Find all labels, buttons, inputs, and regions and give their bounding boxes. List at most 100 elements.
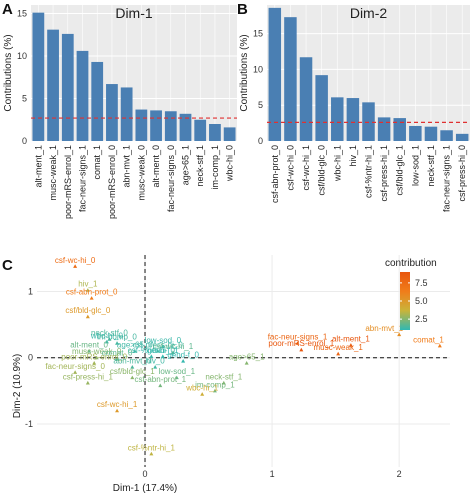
point-marker-csf/bld-glc_0 xyxy=(85,314,90,319)
x-tick-label-C: 0 xyxy=(143,469,148,479)
point-marker-csf-press-hi_0 xyxy=(155,349,160,353)
category-label-im-comp_1: im-comp_1 xyxy=(210,145,220,190)
category-label-hiv_1: hiv_1 xyxy=(348,145,358,167)
point-marker-im-comp_1 xyxy=(212,388,217,393)
bar-csf-wc-hi_0 xyxy=(284,17,297,142)
point-label-wbc-hi_1: wbc-hi_1 xyxy=(185,384,219,393)
point-label-musc-weak_0: musc-weak_0 xyxy=(72,347,122,356)
point-label-alt-ment_1: alt-ment_1 xyxy=(332,335,370,344)
point-marker-musc-weak_0 xyxy=(94,355,99,360)
category-label-alt-ment_0: alt-ment_0 xyxy=(151,145,161,188)
point-marker-alt-ment_0 xyxy=(87,349,92,353)
legend-title: contribution xyxy=(385,258,437,269)
point-marker-age>65_1 xyxy=(244,360,249,365)
bar-fac-neur-signs_1 xyxy=(440,130,453,141)
category-label-csf/bld-glc_1: csf/bld-glc_1 xyxy=(395,145,405,196)
point-label-neck-stf_1: neck-stf_1 xyxy=(205,372,242,381)
point-label-comat_0: comat_0 xyxy=(102,349,133,358)
point-label-gend-f_0: gend-f_0 xyxy=(167,351,199,360)
category-label-neck-stf_1: neck-stf_1 xyxy=(195,145,205,187)
point-label-csf-press-hi_0: csf-press-hi_0 xyxy=(133,341,184,350)
point-label-age>65_1: age>65_1 xyxy=(229,352,265,361)
point-marker-fac-neur-signs_1 xyxy=(295,341,300,345)
bar-neck-stf_1 xyxy=(424,126,438,141)
point-marker-csf/bld-glc_1 xyxy=(130,375,135,380)
category-label-csf-abn-prot_0: csf-abn-prot_0 xyxy=(270,145,280,203)
y-tick-label-A: 15 xyxy=(17,9,27,19)
point-label-wbc-hi_0: wbc-hi_0 xyxy=(90,331,124,340)
bar-fac-neur-signs_1 xyxy=(76,50,89,141)
point-marker-hiv_0 xyxy=(153,364,158,369)
point-label-csf-abn-prot_1: csf-abn-prot_1 xyxy=(134,375,186,384)
point-marker-poor-mRS-enrol_0 xyxy=(92,360,97,365)
point-marker-comat_0 xyxy=(115,357,120,361)
point-marker-csf-wc-hi_1 xyxy=(170,350,175,354)
point-label-csf-wc-hi_1: csf-wc-hi_1 xyxy=(97,400,138,409)
point-marker-csf-%ntr-hi_1 xyxy=(149,451,154,456)
point-marker-csf-%ntr-hi_0 xyxy=(149,354,154,358)
bar-im-comp_1 xyxy=(209,124,221,141)
category-label-csf-%ntr-hi_1: csf-%ntr-hi_1 xyxy=(364,145,374,198)
point-marker-im-comp_0 xyxy=(115,341,120,345)
category-label-fac-neur-signs_1: fac-neur-signs_1 xyxy=(78,145,88,212)
y-tick-label-A: 10 xyxy=(17,51,27,61)
bar-poor-mRS-enrol_1 xyxy=(61,33,74,141)
point-label-poor-mRS-enrol_0: poor-mRS-enrol_0 xyxy=(61,352,127,361)
bar-csf-%ntr-hi_1 xyxy=(362,102,375,141)
y-tick-label-A: 0 xyxy=(22,136,27,146)
bar-csf-abn-prot_0 xyxy=(268,7,282,141)
point-label-neck-stf_0: neck-stf_0 xyxy=(91,329,128,338)
y-tick-label-C: -1 xyxy=(25,419,33,429)
bar-poor-mRS-enrol_0 xyxy=(106,84,118,141)
panel-letter-B: B xyxy=(237,1,248,18)
point-marker-csf-press-hi_1 xyxy=(85,380,90,385)
category-label-age>65_1: age>65_1 xyxy=(181,145,191,185)
point-label-csf/bld-glc_1: csf/bld-glc_1 xyxy=(110,367,155,376)
point-marker-neck-stf_0 xyxy=(107,337,112,341)
point-marker-poor-mRS-enrol_1 xyxy=(299,347,304,352)
category-label-poor-mRS-enrol_0: poor-mRS-enrol_0 xyxy=(107,145,117,219)
point-marker-csf-abn-prot_0 xyxy=(89,296,94,300)
y-tick-label-B: 5 xyxy=(258,100,263,110)
legend-colorbar xyxy=(400,272,410,330)
panel-title-B: Dim-2 xyxy=(350,5,388,21)
point-label-hiv_0: hiv_0 xyxy=(146,356,166,365)
y-tick-label-A: 5 xyxy=(22,94,27,104)
point-marker-wbc-hi_0 xyxy=(104,339,109,344)
point-label-csf-abn-prot_0: csf-abn-prot_0 xyxy=(66,288,118,297)
panel-title-A: Dim-1 xyxy=(115,5,153,21)
point-marker-csf-wc-hi_0 xyxy=(73,264,78,268)
y-tick-label-B: 15 xyxy=(253,29,263,39)
bar-wbc-hi_0 xyxy=(223,127,236,141)
point-marker-low-sod_0 xyxy=(160,344,165,349)
point-marker-alt-ment_1 xyxy=(348,343,353,347)
y-tick-label-C: 1 xyxy=(28,286,33,296)
bar-csf/bld-glc_1 xyxy=(393,118,406,141)
point-label-im-comp_1: im-comp_1 xyxy=(195,380,235,389)
point-marker-age>65_0 xyxy=(132,349,137,353)
category-label-abn-mvt_1: abn-mvt_1 xyxy=(122,145,132,188)
panel-letter-C: C xyxy=(2,257,13,274)
bar-musc-weak_1 xyxy=(47,29,59,141)
bar-alt-ment_0 xyxy=(150,110,162,141)
y-tick-label-C: 0 xyxy=(28,353,33,363)
bar-wbc-hi_1 xyxy=(331,97,344,141)
point-label-csf-wc-hi_1: csf-wc-hi_1 xyxy=(153,342,194,351)
y-tick-label-B: 10 xyxy=(253,64,263,74)
point-marker-csf-wc-hi_1 xyxy=(115,408,120,413)
point-marker-abn-mvt_0 xyxy=(130,364,135,369)
category-label-wbc-hi_0: wbc-hi_0 xyxy=(225,145,235,182)
plot-background-C xyxy=(37,255,450,467)
point-marker-csf-abn-prot_1 xyxy=(158,383,163,388)
point-label-low-sod_0: low-sod_0 xyxy=(145,336,182,345)
y-tick-label-B: 0 xyxy=(258,136,263,146)
bar-hiv_1 xyxy=(346,98,360,141)
bar-age>65_1 xyxy=(179,113,192,141)
legend-tick-label: 2.5 xyxy=(415,314,428,324)
point-label-csf-%ntr-hi_0: csf-%ntr-hi_0 xyxy=(128,346,176,355)
bar-low-sod_1 xyxy=(409,125,422,141)
category-label-musc-weak_1: musc-weak_1 xyxy=(48,145,58,201)
bar-fac-neur-signs_0 xyxy=(164,111,177,141)
point-label-poor-mRS-enrol_1: poor-mRS-enrol_1 xyxy=(268,339,334,348)
category-label-csf-press-hi_1: csf-press-hi_1 xyxy=(379,145,389,202)
